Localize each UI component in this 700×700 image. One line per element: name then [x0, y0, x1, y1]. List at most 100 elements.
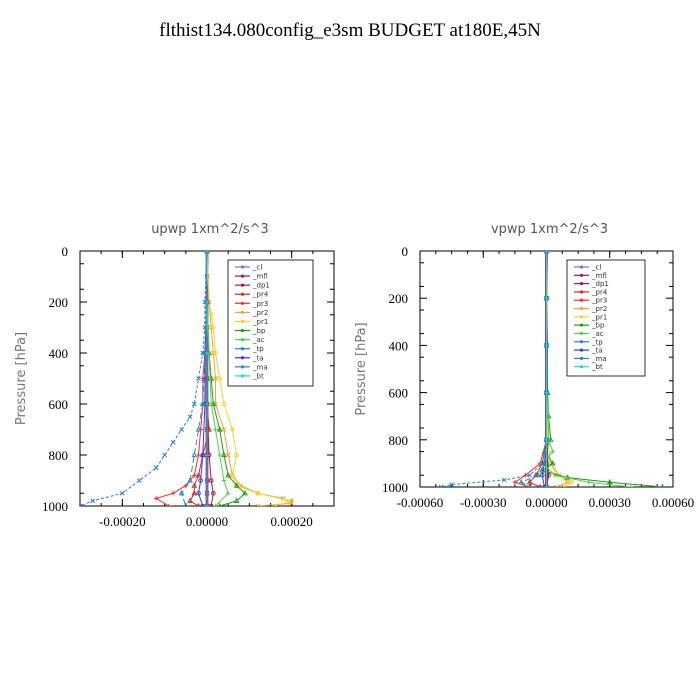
page-title: flthist134.080config_e3sm BUDGET at180E,… [159, 20, 541, 41]
series-marker [191, 482, 198, 488]
series-marker [544, 296, 549, 301]
series-marker [217, 452, 222, 458]
y-tick-label: 1000 [382, 480, 408, 495]
legend-marker [240, 365, 245, 369]
y-axis-label: Pressure [hPa] [354, 322, 369, 415]
series-marker [192, 473, 197, 478]
series-line-ma [520, 251, 547, 487]
x-tick-label: -0.00020 [99, 514, 146, 529]
series-marker [549, 460, 556, 466]
series-marker [170, 491, 176, 496]
series-marker [196, 376, 201, 381]
y-axis-label: Pressure [hPa] [14, 332, 29, 425]
legend-marker [240, 274, 245, 278]
series-marker [544, 437, 549, 442]
y-tick-label: 0 [402, 244, 409, 259]
legend-label: _cl [591, 264, 601, 272]
plot-title: vpwp 1xm^2/s^3 [491, 222, 608, 237]
series-marker [153, 465, 159, 471]
plot-1: upwp 1xm^2/s^3 Pressure [hPa] 0 200 400 600 80… [14, 222, 335, 529]
series-line-tp [440, 251, 547, 487]
series-marker [289, 498, 294, 504]
legend-marker [240, 338, 245, 342]
x-tick-label: -0.00060 [397, 495, 444, 510]
series-marker [225, 491, 231, 496]
series-marker [660, 483, 665, 487]
legend-marker [579, 340, 584, 344]
y-tick-label: 0 [62, 244, 69, 259]
series-marker [255, 490, 261, 496]
y-tick-label: 600 [49, 397, 69, 412]
series-marker [586, 480, 591, 485]
series-marker [208, 478, 214, 483]
legend-marker [579, 265, 584, 269]
legend-marker [579, 298, 584, 302]
legend-label: _pr1 [591, 313, 607, 321]
legend-label: _dp1 [591, 280, 609, 288]
legend-label: _ma [252, 363, 268, 371]
legend-box [566, 259, 646, 377]
series-marker [544, 390, 549, 395]
legend-marker [579, 331, 584, 336]
plot-2: vpwp 1xm^2/s^3 Pressure [hPa] 0 200 400 600 80… [354, 222, 694, 510]
series-marker [199, 400, 206, 407]
series-marker [527, 483, 532, 487]
legend-label: _bp [591, 322, 605, 330]
y-tick-label: 400 [389, 338, 409, 353]
legend-label: _pr2 [591, 305, 607, 313]
series-marker [204, 503, 210, 506]
series-marker [544, 343, 549, 348]
legend-marker [240, 310, 245, 314]
legend-marker [579, 365, 584, 369]
legend-label: _dp1 [252, 282, 270, 290]
x-tick-label: 0.00000 [525, 495, 567, 510]
series-marker [527, 472, 532, 478]
x-tick-label: 0.00030 [589, 495, 631, 510]
series-marker [225, 452, 231, 458]
series-marker [184, 502, 188, 506]
series-marker [179, 427, 184, 432]
series-marker [552, 473, 558, 478]
plot-title: upwp 1xm^2/s^3 [151, 222, 269, 237]
series-marker [187, 477, 193, 483]
series-marker [195, 426, 202, 432]
legend-marker [240, 265, 245, 269]
series-marker [208, 503, 214, 506]
series-marker [541, 460, 548, 466]
series-marker [542, 484, 547, 487]
series-marker [90, 498, 96, 504]
series-marker [221, 451, 227, 458]
series-marker [606, 479, 613, 485]
series-line-tp [80, 251, 208, 506]
legend-label: _pr3 [591, 297, 607, 305]
series-marker [196, 490, 201, 496]
series-marker [221, 427, 227, 432]
series-marker [136, 478, 142, 483]
legend-marker [240, 356, 245, 360]
legend-marker [240, 374, 245, 378]
legend-label: _pr3 [252, 300, 268, 308]
y-tick-label: 1000 [42, 499, 68, 514]
legend-marker [579, 348, 584, 352]
series-marker [234, 452, 239, 458]
series-group [438, 251, 665, 487]
series-marker [221, 478, 227, 483]
legend-marker [240, 328, 245, 333]
legend-marker [579, 356, 584, 360]
series-marker [204, 299, 210, 305]
series-marker [191, 489, 198, 496]
series-marker [178, 489, 185, 496]
series-marker [154, 496, 159, 501]
series-line-ma [181, 251, 208, 506]
legend-label: _bt [591, 363, 603, 371]
series-marker [544, 251, 549, 254]
series-marker [518, 479, 525, 485]
series-marker [209, 401, 214, 407]
series-group [80, 251, 295, 506]
series-marker [272, 503, 278, 506]
y-tick-label: 400 [49, 346, 69, 361]
legend-marker [579, 306, 584, 311]
legend-marker [240, 301, 245, 305]
series-marker [200, 452, 206, 458]
